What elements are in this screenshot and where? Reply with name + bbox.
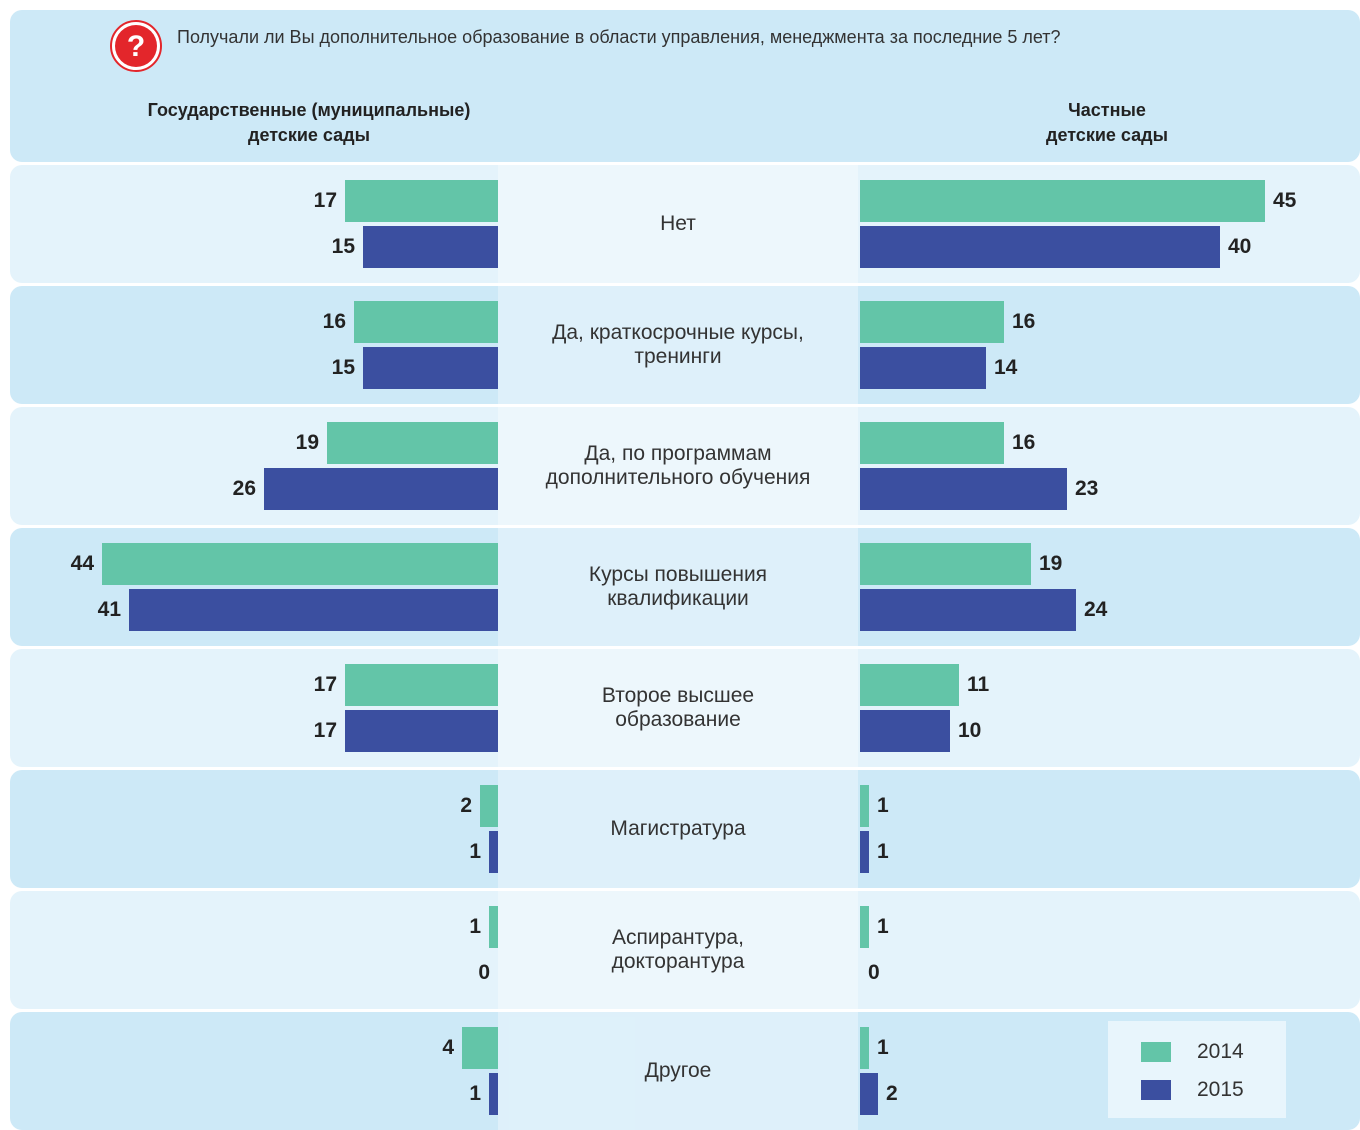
value-label: 0 <box>868 961 880 984</box>
bar <box>860 180 1265 222</box>
row-band <box>10 286 1360 404</box>
bar <box>363 226 498 268</box>
panel-title: Частные детские сады <box>1046 100 1168 145</box>
bar <box>860 301 1004 343</box>
bar <box>860 710 950 752</box>
bar <box>860 831 869 873</box>
value-label: 1 <box>469 1082 481 1105</box>
row-center <box>498 770 858 888</box>
bar <box>345 710 498 752</box>
value-label: 4 <box>442 1036 454 1059</box>
svg-text:?: ? <box>127 30 145 63</box>
bar <box>860 422 1004 464</box>
panel-title: Государственные (муниципальные) детские … <box>147 100 471 145</box>
category-label: Второе высшее образование <box>601 684 755 731</box>
question-icon: ? <box>110 20 162 72</box>
row-center <box>498 407 858 525</box>
row-band <box>10 770 1360 888</box>
legend-swatch <box>1141 1042 1171 1062</box>
value-label: 1 <box>877 794 889 817</box>
value-label: 1 <box>877 915 889 938</box>
row-band <box>10 649 1360 767</box>
value-label: 19 <box>1039 552 1063 575</box>
bar <box>462 1027 498 1069</box>
row-center <box>498 649 858 767</box>
value-label: 1 <box>469 915 481 938</box>
value-label: 14 <box>994 356 1018 379</box>
bar <box>489 831 498 873</box>
value-label: 1 <box>877 840 889 863</box>
category-label: Нет <box>660 212 696 235</box>
bar <box>860 589 1076 631</box>
bar <box>129 589 498 631</box>
value-label: 2 <box>886 1082 898 1105</box>
value-label: 2 <box>460 794 472 817</box>
bar <box>489 1073 498 1115</box>
value-label: 15 <box>331 356 355 379</box>
category-label: Другое <box>644 1059 712 1082</box>
bar <box>860 226 1220 268</box>
value-label: 41 <box>97 598 121 621</box>
row-center <box>498 891 858 1009</box>
row-center <box>498 286 858 404</box>
value-label: 44 <box>70 552 94 575</box>
bar <box>480 785 498 827</box>
bar <box>489 906 498 948</box>
value-label: 26 <box>232 477 256 500</box>
value-label: 17 <box>313 719 337 742</box>
value-label: 16 <box>1012 310 1036 333</box>
category-label: Магистратура <box>610 817 746 840</box>
row-band <box>10 407 1360 525</box>
legend-swatch <box>1141 1080 1171 1100</box>
value-label: 17 <box>313 189 337 212</box>
value-label: 16 <box>1012 431 1036 454</box>
value-label: 19 <box>295 431 319 454</box>
value-label: 11 <box>967 673 990 696</box>
bar <box>363 347 498 389</box>
value-label: 0 <box>478 961 490 984</box>
row-center <box>498 165 858 283</box>
category-label: Аспирантура, докторантура <box>611 926 745 973</box>
bar <box>354 301 498 343</box>
legend-label: 2015 <box>1197 1078 1244 1101</box>
category-label: Да, краткосрочные курсы, тренинги <box>552 321 804 368</box>
bar <box>860 785 869 827</box>
bar <box>860 468 1067 510</box>
value-label: 16 <box>322 310 346 333</box>
bar <box>860 347 986 389</box>
bar <box>345 664 498 706</box>
bar <box>860 1027 869 1069</box>
value-label: 40 <box>1228 235 1252 258</box>
bar <box>860 1073 878 1115</box>
bar <box>860 906 869 948</box>
value-label: 23 <box>1075 477 1099 500</box>
category-label: Да, по программам дополнительного обучен… <box>545 442 811 489</box>
row-band <box>10 891 1360 1009</box>
category-label: Курсы повышения квалификации <box>588 563 768 610</box>
bar <box>860 664 959 706</box>
question: Получали ли Вы дополнительное образовани… <box>177 27 1061 47</box>
bar <box>860 543 1031 585</box>
value-label: 1 <box>877 1036 889 1059</box>
bar <box>327 422 498 464</box>
bar <box>102 543 498 585</box>
value-label: 45 <box>1273 189 1297 212</box>
value-label: 24 <box>1084 598 1108 621</box>
value-label: 17 <box>313 673 337 696</box>
header-band <box>10 10 1360 162</box>
legend-label: 2014 <box>1197 1040 1244 1063</box>
value-label: 15 <box>331 235 355 258</box>
value-label: 10 <box>958 719 982 742</box>
value-label: 1 <box>469 840 481 863</box>
bar <box>345 180 498 222</box>
bar <box>264 468 498 510</box>
row-center <box>498 528 858 646</box>
row-center <box>498 1012 858 1130</box>
legend <box>1108 1021 1286 1118</box>
